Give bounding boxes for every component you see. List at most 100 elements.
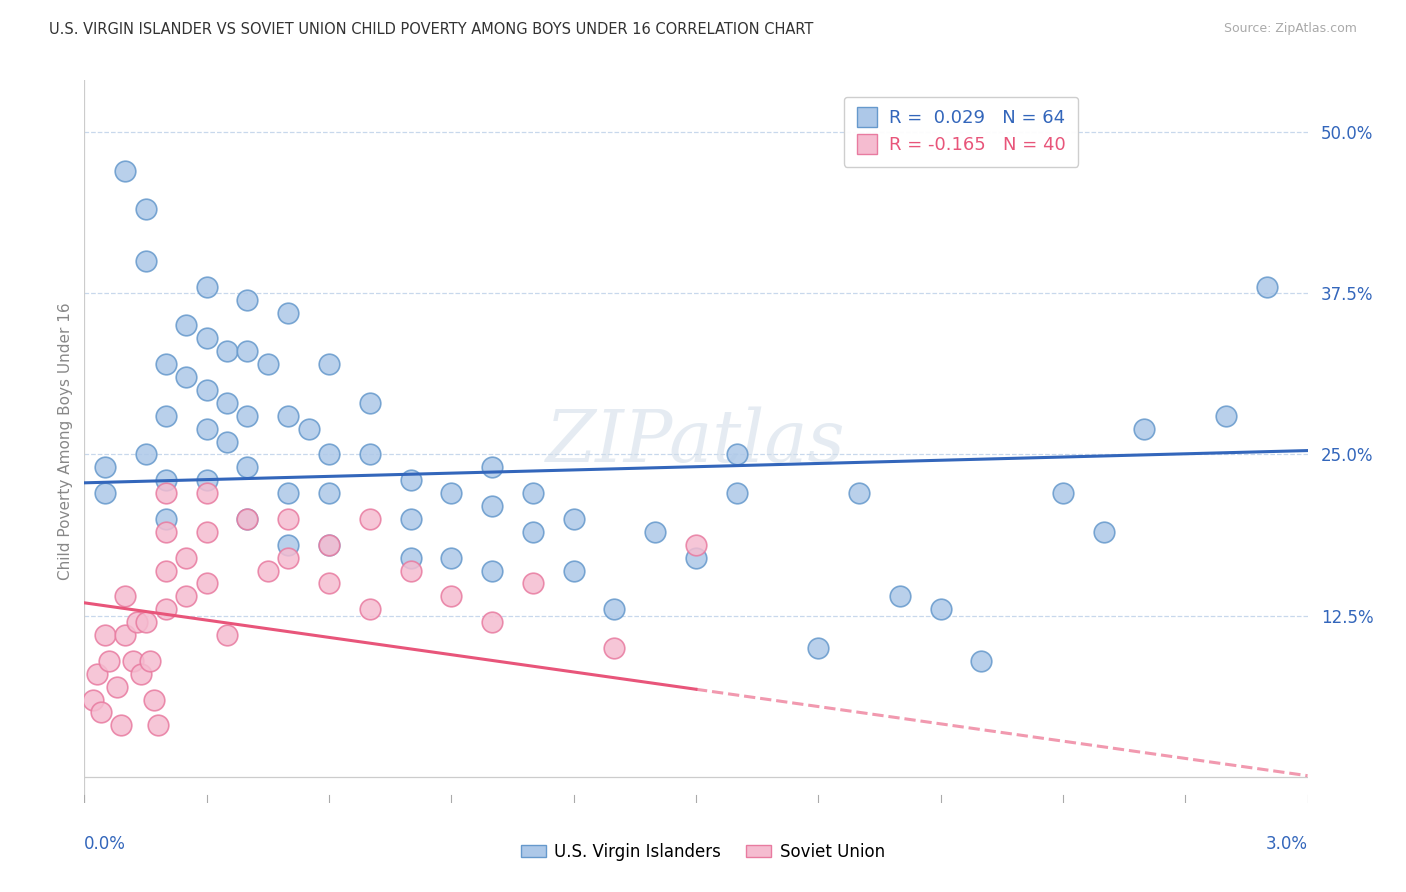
Legend: R =  0.029   N = 64, R = -0.165   N = 40: R = 0.029 N = 64, R = -0.165 N = 40 <box>844 96 1078 167</box>
Y-axis label: Child Poverty Among Boys Under 16: Child Poverty Among Boys Under 16 <box>58 302 73 581</box>
Point <box>277 550 299 565</box>
Point <box>1092 524 1115 539</box>
Text: U.S. VIRGIN ISLANDER VS SOVIET UNION CHILD POVERTY AMONG BOYS UNDER 16 CORRELATI: U.S. VIRGIN ISLANDER VS SOVIET UNION CHI… <box>49 22 814 37</box>
Point <box>195 486 218 500</box>
Point <box>155 357 177 371</box>
Point <box>110 718 132 732</box>
Point <box>257 357 280 371</box>
Point <box>135 615 157 630</box>
Point <box>848 486 870 500</box>
Point <box>1133 422 1156 436</box>
Point <box>603 602 626 616</box>
Point <box>318 357 340 371</box>
Point <box>359 512 381 526</box>
Point <box>195 422 218 436</box>
Point <box>481 564 503 578</box>
Point <box>155 512 177 526</box>
Point <box>122 654 145 668</box>
Point <box>1215 409 1237 423</box>
Point <box>135 254 157 268</box>
Point <box>176 590 198 604</box>
Point <box>277 486 299 500</box>
Point <box>114 628 136 642</box>
Point <box>318 538 340 552</box>
Point <box>685 538 707 552</box>
Point <box>318 486 340 500</box>
Point <box>522 524 544 539</box>
Point <box>82 692 104 706</box>
Point <box>236 293 259 307</box>
Point <box>93 486 117 500</box>
Point <box>114 590 136 604</box>
Point <box>236 512 259 526</box>
Point <box>359 602 381 616</box>
Point <box>318 538 340 552</box>
Point <box>929 602 952 616</box>
Point <box>318 447 340 461</box>
Point <box>522 486 544 500</box>
Point <box>155 564 177 578</box>
Point <box>236 460 259 475</box>
Point <box>277 305 299 319</box>
Point <box>217 396 239 410</box>
Point <box>195 279 218 293</box>
Point <box>217 344 239 359</box>
Text: 0.0%: 0.0% <box>84 835 127 854</box>
Point <box>236 409 259 423</box>
Text: 3.0%: 3.0% <box>1265 835 1308 854</box>
Point <box>1256 279 1278 293</box>
Point <box>176 550 198 565</box>
Point <box>399 564 422 578</box>
Point <box>359 447 381 461</box>
Point <box>277 512 299 526</box>
Point <box>135 447 157 461</box>
Point <box>562 512 585 526</box>
Point <box>97 654 120 668</box>
Point <box>889 590 911 604</box>
Point <box>277 409 299 423</box>
Point <box>142 692 165 706</box>
Point <box>90 706 112 720</box>
Point <box>236 512 259 526</box>
Point <box>155 524 177 539</box>
Legend: U.S. Virgin Islanders, Soviet Union: U.S. Virgin Islanders, Soviet Union <box>515 837 891 868</box>
Point <box>440 486 463 500</box>
Point <box>114 163 136 178</box>
Point <box>135 202 157 217</box>
Point <box>236 344 259 359</box>
Point <box>127 615 149 630</box>
Point <box>105 680 128 694</box>
Point <box>318 576 340 591</box>
Point <box>195 383 218 397</box>
Point <box>195 473 218 487</box>
Point <box>399 550 422 565</box>
Point <box>217 434 239 449</box>
Point <box>155 486 177 500</box>
Point <box>176 318 198 333</box>
Point <box>807 640 830 655</box>
Point <box>155 602 177 616</box>
Point <box>93 628 117 642</box>
Point <box>155 473 177 487</box>
Point <box>138 654 160 668</box>
Point <box>481 499 503 513</box>
Point <box>131 666 153 681</box>
Point <box>685 550 707 565</box>
Point <box>217 628 239 642</box>
Point <box>440 590 463 604</box>
Point <box>481 615 503 630</box>
Text: ZIPatlas: ZIPatlas <box>546 406 846 477</box>
Point <box>298 422 321 436</box>
Point <box>725 486 748 500</box>
Point <box>603 640 626 655</box>
Point <box>195 576 218 591</box>
Point <box>277 538 299 552</box>
Point <box>176 370 198 384</box>
Point <box>399 473 422 487</box>
Point <box>359 396 381 410</box>
Point <box>522 576 544 591</box>
Point <box>146 718 169 732</box>
Point <box>155 409 177 423</box>
Point <box>86 666 108 681</box>
Point <box>725 447 748 461</box>
